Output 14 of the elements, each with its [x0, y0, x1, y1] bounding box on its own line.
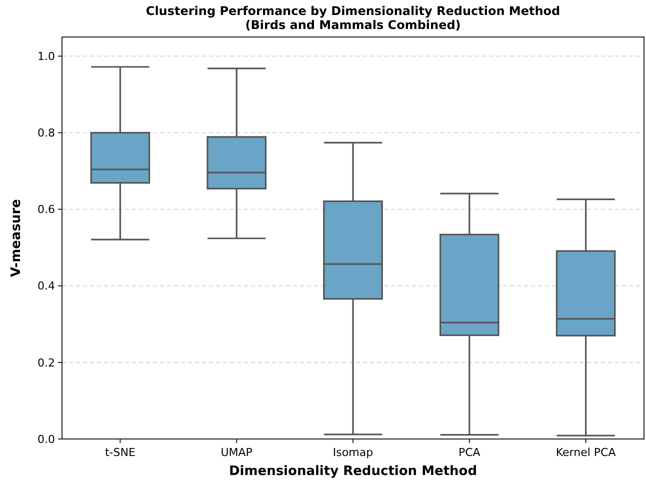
y-tick-label: 0.0 [38, 432, 55, 446]
y-axis-title: V-measure [9, 198, 24, 277]
chart-title: Clustering Performance by Dimensionality Reduction Method (Birds and Mammals Combined) [146, 4, 560, 32]
y-tick-label: 0.2 [38, 356, 55, 370]
y-tick-label: 0.4 [38, 280, 55, 293]
y-tick-label: 1.0 [38, 50, 55, 63]
x-tick-label: Isomap [332, 446, 374, 459]
x-tick-label: t-SNE [104, 446, 136, 459]
y-tick-label: 0.6 [38, 203, 55, 216]
x-tick-label: Kernel PCA [556, 446, 616, 459]
x-axis-title: Dimensionality Reduction Method [228, 464, 478, 479]
y-tick-label: 0.8 [38, 126, 55, 140]
x-tick-label: PCA [458, 446, 481, 459]
x-tick-label: UMAP [220, 446, 253, 459]
